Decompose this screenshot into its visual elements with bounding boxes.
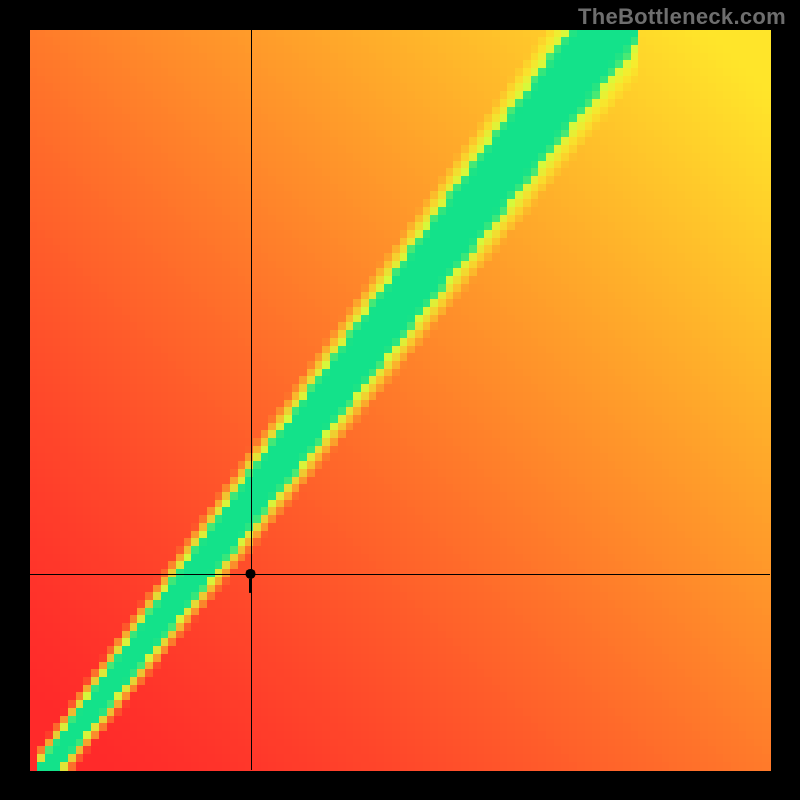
watermark-label: TheBottleneck.com (578, 4, 786, 30)
bottleneck-heatmap-canvas (0, 0, 800, 800)
chart-wrapper: TheBottleneck.com (0, 0, 800, 800)
